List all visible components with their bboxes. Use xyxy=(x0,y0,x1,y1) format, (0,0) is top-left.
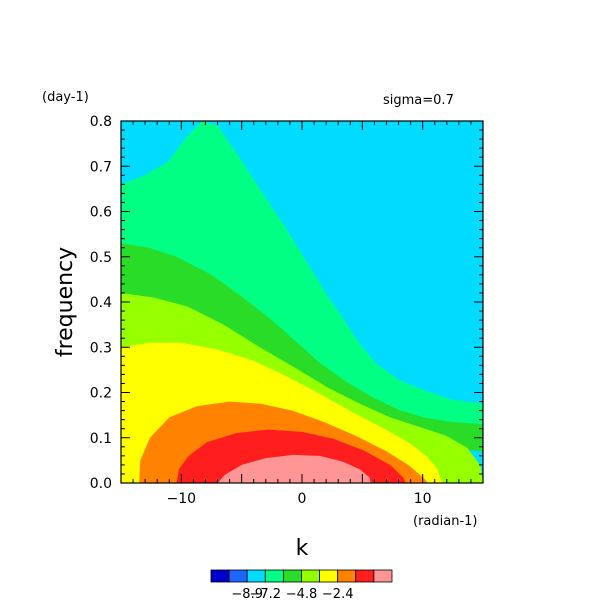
sigma-annotation: sigma=0.7 xyxy=(383,93,454,108)
x-tick-label: 10 xyxy=(414,491,432,507)
colorbar-swatch xyxy=(210,569,230,583)
y-tick-label: 0.6 xyxy=(90,205,112,221)
colorbar-swatch xyxy=(228,569,248,583)
colorbar-label: −8.9 xyxy=(231,587,263,602)
colorbar-swatch xyxy=(373,569,393,583)
y-tick-label: 0.1 xyxy=(90,431,112,447)
contour-pink xyxy=(217,454,371,483)
colorbar-label: −7.2 xyxy=(250,587,282,602)
colorbar-swatch xyxy=(301,569,321,583)
y-tick-label: 0.8 xyxy=(90,114,112,130)
contour-cyan xyxy=(121,121,483,404)
y-tick-label: 0.5 xyxy=(90,250,112,266)
x-tick-label: −10 xyxy=(167,491,197,507)
colorbar-swatch xyxy=(246,569,266,583)
y-tick-label: 0.4 xyxy=(90,295,112,311)
contour-green xyxy=(121,243,483,452)
x-axis-label: k xyxy=(296,536,309,561)
colorbar-swatch xyxy=(337,569,357,583)
y-tick-label: 0.3 xyxy=(90,340,112,356)
colorbar-swatch xyxy=(282,569,302,583)
y-tick-label: 0.2 xyxy=(90,386,112,402)
y-unit-label: (day-1) xyxy=(42,90,89,105)
colorbar-label: −2.4 xyxy=(322,587,354,602)
contour-green-light xyxy=(121,121,483,427)
axes: −10 0 10 0.0 0.1 0.2 0.3 0.4 0.5 0.6 0.7 0.8 xyxy=(90,114,484,507)
x-unit-label: (radian-1) xyxy=(413,514,478,529)
colorbar: −8.9−7.2 −4.8 −2.4 xyxy=(210,569,393,602)
colorbar-label: −4.8 xyxy=(286,587,318,602)
colorbar-swatch xyxy=(264,569,284,583)
x-tick-label: 0 xyxy=(298,491,307,507)
colorbar-swatch xyxy=(355,569,375,583)
plot-area xyxy=(121,121,483,483)
y-axis-label: frequency xyxy=(53,247,78,357)
colorbar-swatch xyxy=(319,569,339,583)
y-tick-label: 0.7 xyxy=(90,159,112,175)
y-tick-label: 0.0 xyxy=(90,476,112,492)
